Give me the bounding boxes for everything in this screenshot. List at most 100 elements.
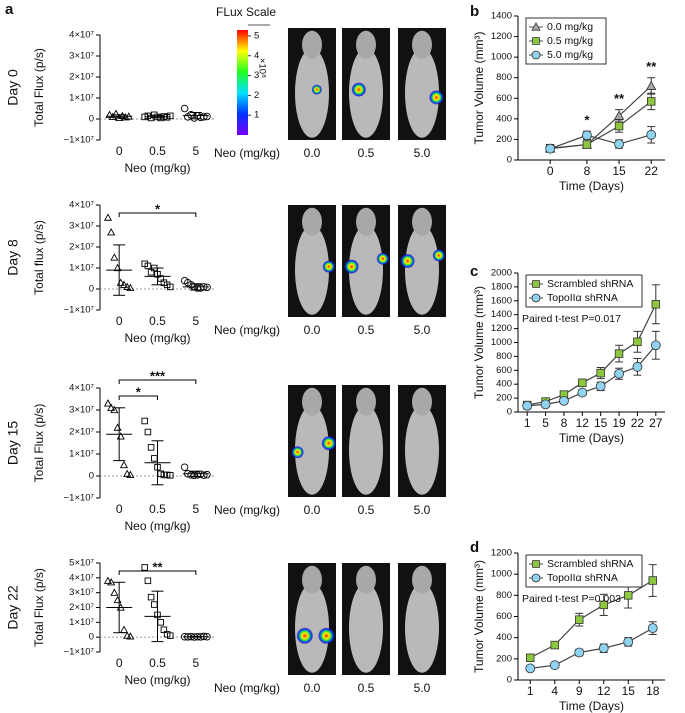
data-point — [167, 632, 174, 639]
data-point — [121, 113, 130, 121]
x-tick-label: 15 — [612, 164, 626, 178]
data-point — [151, 601, 158, 608]
y-tick-label: −1×10⁷ — [64, 305, 95, 316]
legend-label: TopoIIα shRNA — [547, 572, 618, 584]
signal-spot — [311, 84, 322, 95]
data-point — [526, 653, 535, 663]
data-point — [110, 253, 119, 261]
y-tick-label: 1800 — [491, 281, 512, 292]
data-point — [574, 647, 585, 658]
x-tick-label: 5 — [192, 144, 199, 158]
data-point — [614, 139, 624, 149]
dose-label: 0.5 — [358, 681, 375, 695]
legend-label: Scrambled shRNA — [547, 278, 633, 290]
y-tick-label: 4×10⁷ — [69, 30, 94, 41]
data-point — [103, 213, 113, 221]
x-tick-label: 5 — [542, 416, 549, 430]
signal-spot — [296, 627, 313, 644]
legend-marker — [531, 50, 541, 60]
data-point — [144, 428, 152, 436]
legend-marker — [531, 573, 541, 583]
dose-label: 0.0 — [304, 681, 321, 695]
mouse-head — [356, 387, 376, 416]
x-tick-label: 0.5 — [149, 502, 166, 516]
panel-label: c — [470, 263, 478, 280]
mouse-body — [295, 583, 329, 673]
data-point — [103, 576, 113, 584]
data-point — [614, 368, 624, 379]
data-point — [141, 564, 148, 571]
data-point — [650, 340, 661, 351]
y-tick-label: 3×10⁷ — [69, 221, 94, 232]
legend-label: 0.0 mg/kg — [547, 21, 593, 33]
signal-spot — [321, 436, 336, 451]
significance-label: * — [155, 201, 161, 216]
data-point — [119, 625, 129, 633]
y-tick-label: 400 — [496, 379, 512, 390]
x-tick-label: 8 — [561, 416, 568, 430]
annotation: Paired t-test P=0.003 — [522, 593, 621, 605]
legend-marker — [531, 293, 541, 303]
mouse-head — [412, 30, 432, 59]
scale-tick-label: 4 — [254, 50, 259, 61]
dose-label: 0.5 — [358, 146, 375, 160]
data-point — [144, 577, 152, 585]
data-point — [578, 378, 587, 388]
y-tick-label: 1600 — [491, 295, 512, 306]
x-tick-label: 0 — [116, 502, 123, 516]
signal-spot — [432, 249, 445, 262]
dose-label: 0.0 — [304, 503, 321, 517]
mouse-head — [302, 565, 322, 594]
y-tick-label: 1200 — [491, 31, 512, 42]
y-tick-label: 1400 — [491, 11, 512, 22]
y-tick-label: 2×10⁷ — [69, 602, 94, 613]
significance-label: ** — [646, 59, 657, 74]
y-tick-label: 600 — [496, 365, 512, 376]
x-axis-title: Neo (mg/kg) — [124, 673, 190, 687]
series-line — [549, 134, 652, 150]
y-axis-title: Tumor Volume (mm³) — [472, 32, 486, 145]
significance-label: ** — [614, 91, 625, 106]
x-tick-label: 15 — [622, 684, 636, 698]
signal-spot — [400, 254, 415, 268]
data-point — [147, 593, 155, 601]
y-tick-label: 1×10⁷ — [69, 617, 94, 628]
y-tick-label: 0 — [507, 675, 512, 686]
data-point — [633, 337, 642, 347]
data-point — [646, 97, 656, 106]
mouse-head — [356, 207, 376, 236]
legend-box — [525, 274, 643, 308]
y-tick-label: 400 — [496, 632, 512, 643]
x-tick-label: 27 — [649, 416, 663, 430]
mouse-body — [405, 48, 439, 138]
y-tick-label: 1200 — [491, 323, 512, 334]
x-axis-title: Neo (mg/kg) — [124, 161, 190, 175]
significance-label: *** — [150, 368, 166, 383]
x-tick-label: 1 — [524, 416, 531, 430]
data-point — [167, 472, 174, 479]
row-label: Day 0 — [5, 69, 21, 106]
significance-label: * — [136, 384, 142, 399]
x-tick-label: 0 — [547, 164, 554, 178]
y-axis-title: Total Flux (p/s) — [32, 568, 46, 647]
mouse-head — [356, 565, 376, 594]
x-tick-label: 0.5 — [149, 144, 166, 158]
x-tick-label: 5 — [192, 656, 199, 670]
y-tick-label: 1200 — [491, 548, 512, 559]
y-tick-label: 3×10⁷ — [69, 51, 94, 62]
mouse-body — [405, 583, 439, 673]
y-axis-title: Tumor Volume (mm³) — [472, 560, 486, 673]
y-tick-label: 0 — [89, 284, 94, 295]
y-tick-label: 1×10⁷ — [69, 93, 94, 104]
data-point — [582, 140, 592, 149]
scale-unit: ×10⁸ — [256, 58, 267, 78]
data-point — [151, 455, 158, 462]
data-point — [107, 578, 116, 586]
data-point — [126, 283, 135, 292]
mouse-body — [349, 225, 383, 315]
image-axis-label: Neo (mg/kg) — [214, 681, 280, 695]
legend-label: TopoIIα shRNA — [547, 292, 618, 304]
mouse-head — [412, 565, 432, 594]
legend-box — [525, 554, 643, 588]
